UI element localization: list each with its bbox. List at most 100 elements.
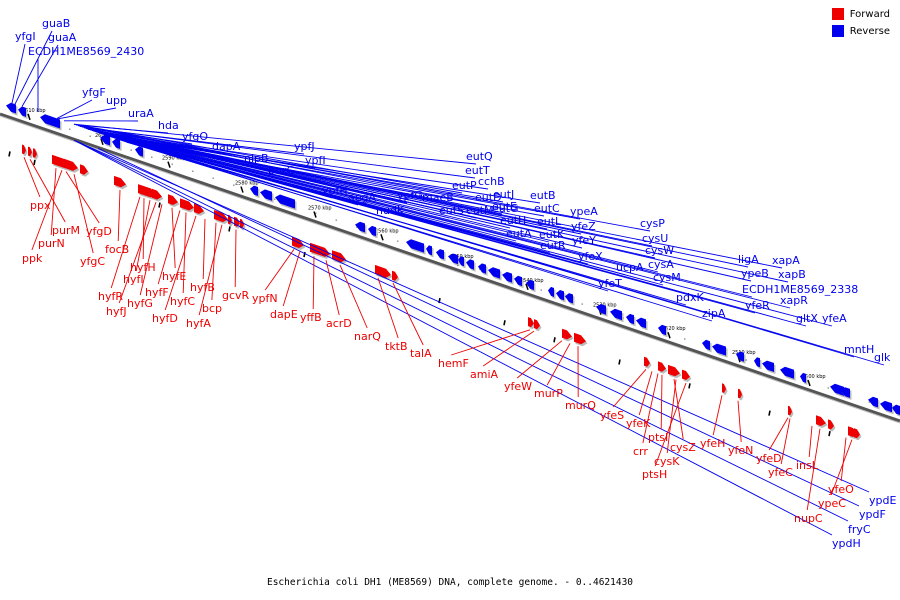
forward-gene-connector [73,174,94,254]
forward-gene-label-ptsH: ptsH [642,468,667,481]
reverse-gene-label-hda: hda [158,119,179,132]
forward-gene-label-yfgC: yfgC [80,255,105,268]
reverse-gene-label-eutJ: eutJ [493,188,514,201]
reverse-gene-arrow [275,194,295,209]
reverse-gene-label-yfeR: yfeR [745,299,770,312]
reverse-gene-arrow [406,239,424,253]
forward-gene-connector [660,374,663,430]
reverse-gene-label-eutB: eutB [530,189,556,202]
feature-bar [303,251,306,258]
reverse-gene-connector [97,131,885,366]
tick-label: 2590 kbp [162,156,186,162]
forward-gene-label-murQ: murQ [565,399,596,412]
forward-gene-label-yffB: yffB [300,311,322,324]
forward-gene-arrow [738,388,742,399]
forward-gene-label-amiA: amiA [470,368,499,381]
feature-bar [688,383,691,389]
legend-reverse-label: Reverse [849,25,890,37]
forward-gene-connector [171,207,176,269]
reverse-gene-arrow [830,383,844,396]
forward-gene-connector [666,379,677,454]
reverse-gene-arrow [892,404,900,415]
reverse-gene-connector [14,30,53,105]
forward-gene-arrow [528,317,534,328]
ruler-dot [192,170,194,172]
ruler-dot [130,149,132,152]
reverse-gene-label-yfgI: yfgI [15,30,36,43]
reverse-gene-connector [97,148,860,507]
reverse-gene-label-cchB: cchB [478,175,505,188]
forward-gene-connector [65,171,100,224]
reverse-gene-label-guaB: guaB [42,17,70,30]
forward-gene-label-ptsI: ptsI [648,431,668,444]
forward-gene-arrow [668,364,680,377]
reverse-gene-arrow [565,293,573,304]
forward-gene-label-dapE: dapE [270,308,298,321]
reverse-gene-label-eutT: eutT [465,164,490,177]
feature-bar [33,159,36,166]
forward-gene-arrow [854,428,860,439]
reverse-gene-connector [99,132,659,273]
forward-gene-label-hyfR: hyfR [98,290,123,303]
tick-mark [525,283,529,291]
feature-bar [503,320,506,326]
tick-mark [313,211,317,218]
ruler-dot [335,219,337,221]
reverse-gene-arrow [260,189,272,201]
reverse-gene-label-ypdH: ypdH [832,537,861,550]
feature-bar [618,359,621,365]
ruler-dot [89,135,91,138]
forward-gene-label-purN: purN [38,237,65,250]
forward-gene-connector [780,418,791,465]
forward-gene-connector [830,439,853,496]
reverse-gene-arrow [556,290,564,301]
forward-gene-label-hyfG: hyfG [127,297,153,310]
reverse-gene-arrow [488,267,500,279]
reverse-gene-arrow [702,339,710,351]
forward-gene-connector [673,378,684,440]
forward-gene-label-cysK: cysK [654,455,680,468]
legend-reverse: Reverse [831,25,890,37]
forward-gene-connector [29,159,66,223]
forward-gene-arrow [152,188,162,200]
forward-gene-connector [282,251,301,307]
forward-gene-connector [339,264,368,329]
reverse-gene-label-ypeB: ypeB [741,267,769,280]
reverse-gene-label-eutQ: eutQ [466,150,493,163]
reverse-gene-connector [103,134,791,309]
ruler-dot [581,303,583,305]
ruler-dot [171,163,173,165]
forward-gene-arrow [168,194,178,205]
forward-gene-arrow [828,419,834,430]
reverse-gene-arrow [426,245,432,256]
forward-gene-label-hyfI: hyfI [123,273,144,286]
reverse-gene-arrow [880,400,892,413]
forward-gene-arrow [534,319,540,330]
reverse-gene-connector [11,43,26,104]
forward-gene-label-ypfN: ypfN [252,292,278,305]
ruler-dot [827,387,829,389]
reverse-gene-arrow [636,317,646,329]
forward-gene-connector [135,200,151,272]
feature-bar [8,151,11,157]
tick-mark [380,234,384,241]
reverse-gene-connector [77,125,651,232]
forward-gene-arrow [658,361,666,372]
reverse-gene-label-ypdE: ypdE [869,494,896,507]
tick-label: 2500 kbp [802,374,826,380]
reverse-gene-label-uraA: uraA [128,107,154,120]
forward-gene-connector [737,400,742,443]
ruler-dot [356,226,358,228]
reverse-gene-label-yfgF: yfgF [82,86,106,99]
tick-mark [27,113,31,121]
forward-gene-connector [516,340,563,379]
forward-gene-label-yfeW: yfeW [504,380,532,393]
forward-gene-label-nupC: nupC [794,512,823,525]
tick-mark [240,186,244,193]
tick-label: 2560 kbp [375,228,399,234]
forward-gene-connector [451,329,531,356]
forward-gene-label-hyfB: hyfB [190,281,215,294]
forward-gene-arrow [180,198,194,211]
forward-gene-connector [139,204,163,296]
